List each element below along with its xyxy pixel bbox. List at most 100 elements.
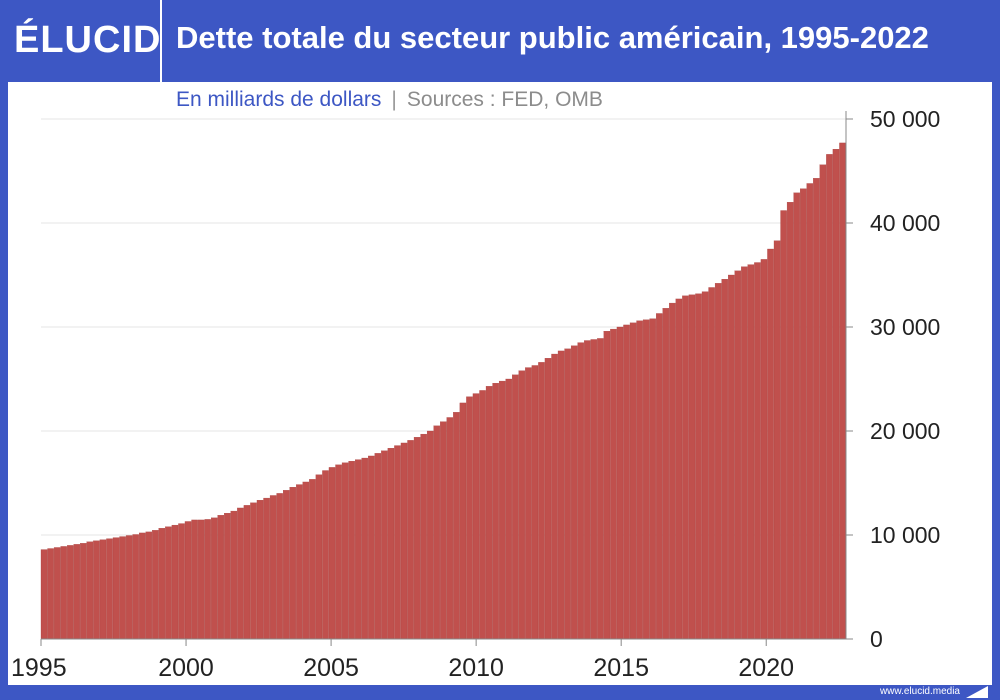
bar — [616, 326, 624, 640]
bar — [433, 425, 440, 640]
bar — [145, 531, 153, 640]
bar — [485, 386, 493, 640]
bar — [381, 450, 388, 640]
bar — [119, 536, 126, 640]
x-tick-label: 2000 — [158, 654, 214, 682]
bar — [741, 266, 748, 640]
bar — [224, 513, 231, 640]
bar — [629, 322, 637, 640]
bar — [610, 328, 617, 640]
bar — [178, 523, 185, 640]
bar — [250, 502, 257, 640]
bar — [551, 353, 558, 640]
bar — [309, 479, 316, 640]
bar — [695, 293, 702, 640]
bar — [747, 264, 755, 640]
bar — [682, 295, 689, 640]
bar — [754, 262, 761, 640]
bar — [773, 240, 781, 640]
bar — [734, 270, 742, 640]
sources-label: Sources : FED, OMB — [406, 88, 603, 111]
bar — [243, 505, 251, 640]
bar — [642, 319, 650, 640]
y-tick-label: 10 000 — [870, 522, 940, 548]
bar — [518, 370, 526, 640]
x-tick-label: 2020 — [738, 654, 794, 682]
bar — [420, 433, 427, 640]
bar — [335, 464, 342, 640]
bar-chart: 0 10 000 20 000 30 000 40 000 50 000 1995 2000… — [11, 106, 940, 682]
bar — [806, 183, 814, 640]
bar — [525, 367, 532, 640]
bar — [269, 495, 277, 640]
bar — [531, 365, 539, 640]
bar — [368, 455, 375, 640]
bar — [603, 331, 611, 640]
bar — [211, 517, 218, 640]
bar — [152, 530, 159, 640]
bar — [263, 497, 270, 640]
bar — [839, 142, 846, 640]
bar — [354, 459, 362, 640]
x-tick-labels: 1995 2000 2005 2010 2015 2020 — [11, 654, 794, 682]
bar — [793, 192, 800, 640]
bar — [328, 467, 336, 640]
bar — [296, 484, 303, 640]
bar — [341, 462, 349, 640]
bar — [276, 493, 283, 640]
bar — [60, 546, 67, 640]
bar — [374, 453, 382, 640]
bar — [590, 339, 598, 640]
bar — [139, 532, 146, 640]
bar — [786, 202, 794, 640]
bar — [570, 345, 578, 640]
chart-subtitle: En milliards de dollars | Sources : FED, O… — [176, 88, 603, 112]
bar — [466, 396, 473, 640]
bar — [158, 528, 166, 640]
x-tick-label: 1995 — [11, 654, 67, 682]
bar — [584, 340, 591, 640]
bar — [47, 548, 54, 640]
bar — [407, 440, 414, 640]
bar — [505, 378, 512, 640]
bar — [171, 524, 179, 640]
bar — [760, 259, 768, 640]
bar — [80, 543, 87, 640]
bar — [184, 521, 192, 640]
bar — [819, 164, 827, 640]
bar — [544, 358, 552, 640]
bar — [512, 374, 519, 640]
bar — [125, 535, 133, 640]
brand-logo: ÉLUCID — [0, 0, 162, 82]
bar — [669, 302, 676, 640]
bar — [780, 210, 787, 640]
bar — [479, 390, 486, 640]
bar — [714, 283, 722, 640]
bar — [106, 538, 113, 640]
bar — [322, 470, 329, 640]
bar — [413, 437, 421, 640]
y-tick-label: 0 — [870, 626, 883, 652]
bar — [289, 487, 296, 640]
y-tick-label: 40 000 — [870, 210, 940, 236]
bar — [440, 421, 447, 640]
elucid-mark-icon — [966, 686, 988, 698]
chart-panel: 0 10 000 20 000 30 000 40 000 50 000 1995 2000… — [8, 82, 992, 685]
bar — [86, 541, 94, 640]
units-label: En milliards de dollars — [176, 88, 382, 111]
header-bar: ÉLUCID Dette totale du secteur public am… — [0, 0, 1000, 82]
bar — [813, 178, 820, 640]
bar — [230, 510, 238, 640]
y-tick-label: 30 000 — [870, 314, 940, 340]
bar — [557, 350, 565, 640]
bar — [800, 188, 807, 640]
bar — [662, 308, 670, 640]
bar — [400, 442, 408, 640]
y-tick-label: 20 000 — [870, 418, 940, 444]
bar — [387, 448, 395, 640]
bar — [453, 412, 460, 640]
x-tick-label: 2005 — [303, 654, 359, 682]
y-tick-labels: 0 10 000 20 000 30 000 40 000 50 000 — [870, 106, 940, 652]
bar — [597, 338, 604, 640]
